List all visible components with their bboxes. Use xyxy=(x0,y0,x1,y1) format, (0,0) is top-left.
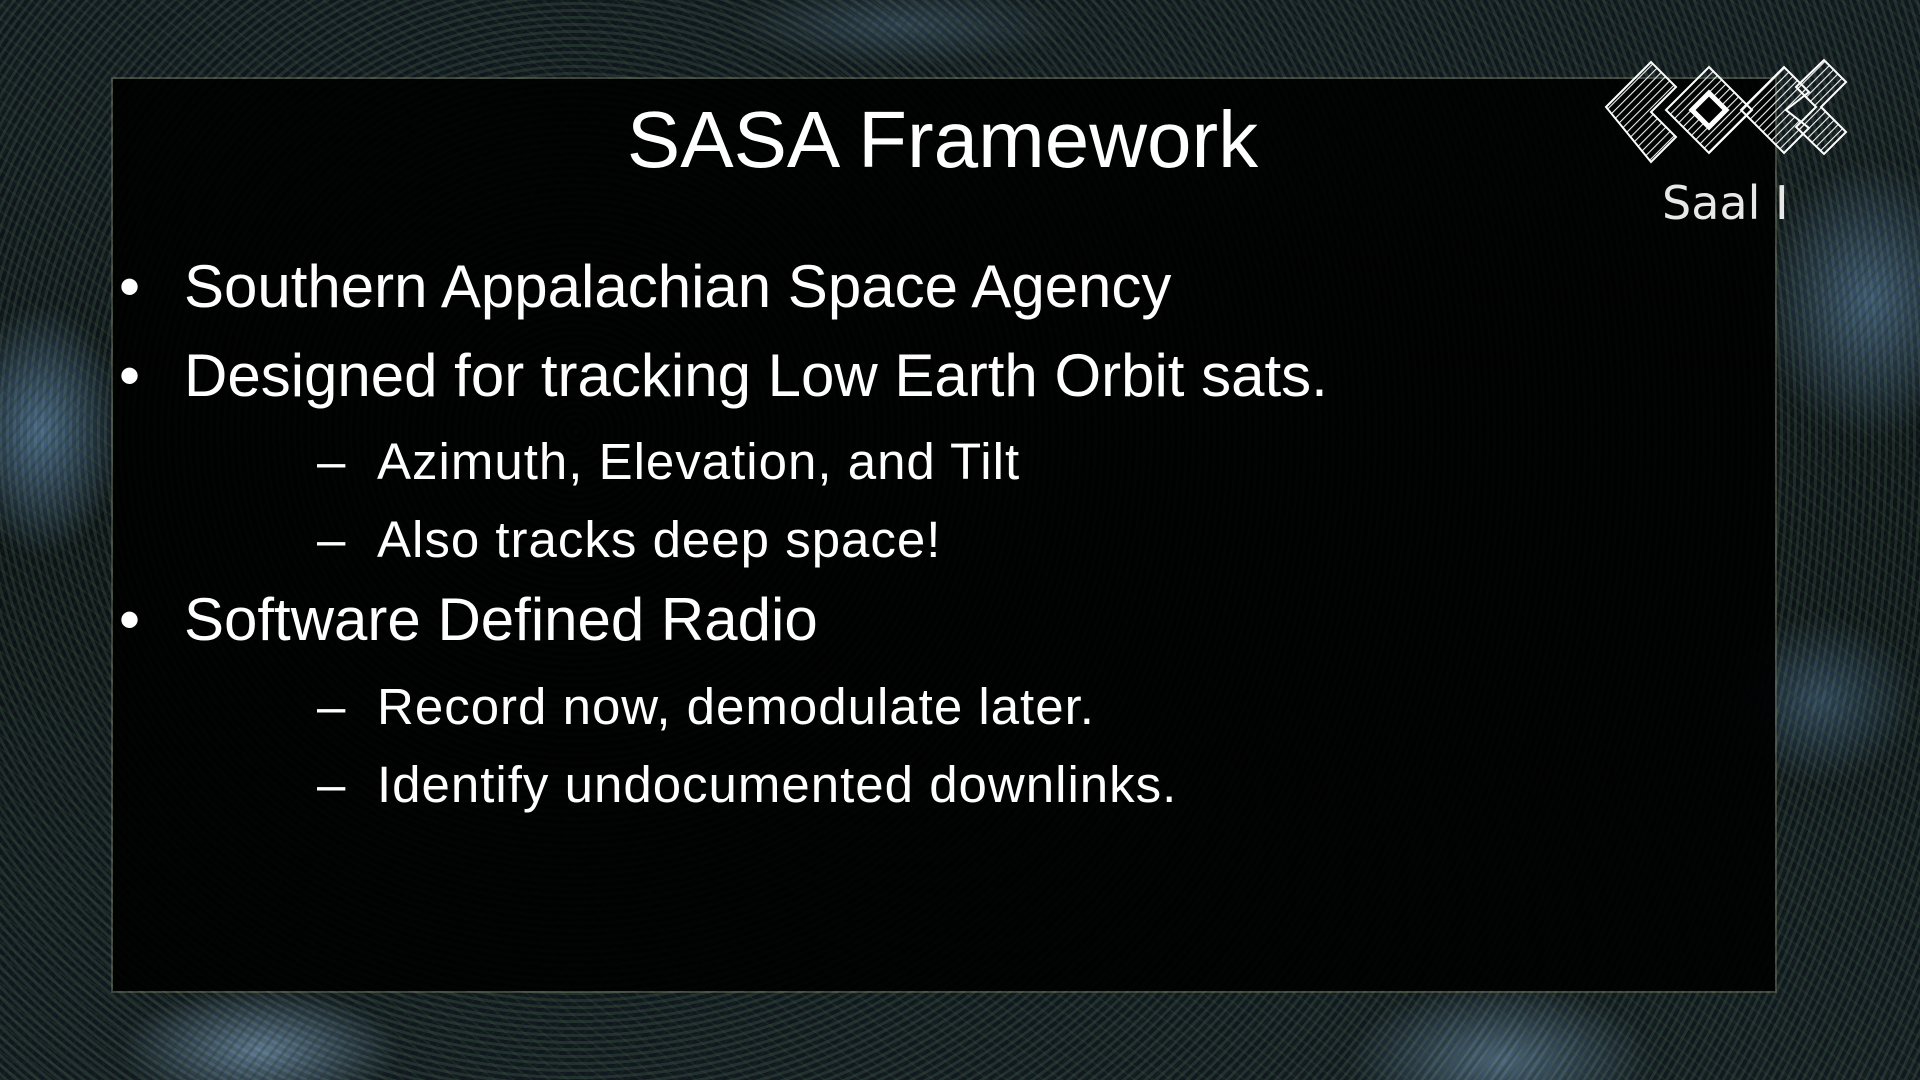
congress-logo-icon xyxy=(1604,58,1848,164)
sub-bullet-item: – Azimuth, Elevation, and Tilt xyxy=(317,432,1021,491)
bullet-text: Southern Appalachian Space Agency xyxy=(184,253,1172,320)
bullet-item: • Southern Appalachian Space Agency xyxy=(119,252,1172,321)
room-label: Saal I xyxy=(1662,176,1789,230)
sub-bullet-marker: – xyxy=(317,511,347,568)
slide-panel xyxy=(113,79,1775,991)
bullet-text: Designed for tracking Low Earth Orbit sa… xyxy=(184,342,1328,409)
sub-bullet-marker: – xyxy=(317,678,347,735)
bullet-marker: • xyxy=(119,342,141,409)
sub-bullet-marker: – xyxy=(317,756,347,813)
sub-bullet-marker: – xyxy=(317,433,347,490)
bullet-marker: • xyxy=(119,586,141,653)
bullet-text: Software Defined Radio xyxy=(184,586,818,653)
sub-bullet-text: Identify undocumented downlinks. xyxy=(377,756,1178,813)
sub-bullet-text: Also tracks deep space! xyxy=(377,511,942,568)
slide-title: SASA Framework xyxy=(626,95,1259,184)
sub-bullet-text: Azimuth, Elevation, and Tilt xyxy=(377,433,1021,490)
bullet-item: • Software Defined Radio xyxy=(119,585,818,654)
sub-bullet-item: – Identify undocumented downlinks. xyxy=(317,755,1178,814)
sub-bullet-item: – Also tracks deep space! xyxy=(317,510,942,569)
bullet-marker: • xyxy=(119,253,141,320)
bullet-item: • Designed for tracking Low Earth Orbit … xyxy=(119,341,1328,410)
sub-bullet-item: – Record now, demodulate later. xyxy=(317,677,1095,736)
sub-bullet-text: Record now, demodulate later. xyxy=(377,678,1095,735)
